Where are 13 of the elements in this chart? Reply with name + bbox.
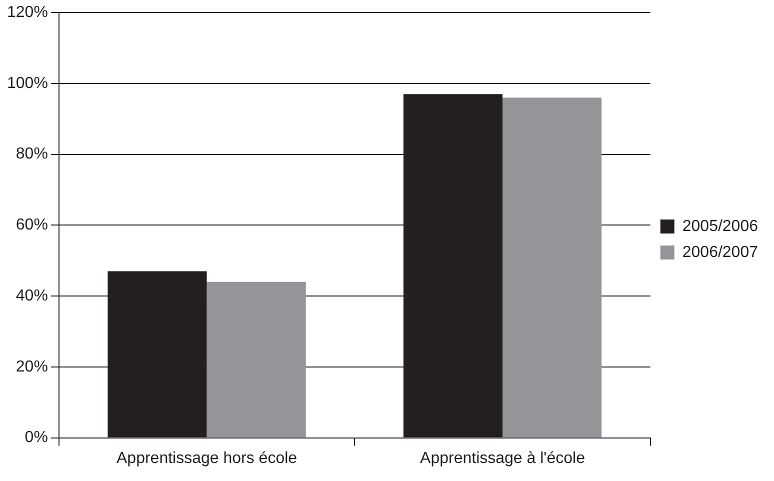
legend-label: 2006/2007 — [682, 244, 758, 261]
bar — [502, 98, 602, 438]
y-tick-label: 20% — [16, 358, 48, 376]
y-tick-label: 40% — [16, 287, 48, 304]
y-tick-label: 120% — [7, 4, 48, 22]
x-tick-label: Apprentissage à l'école — [420, 450, 586, 467]
legend-label: 2005/2006 — [682, 218, 758, 235]
x-tick-label: Apprentissage hors école — [116, 450, 298, 467]
bar — [206, 282, 306, 438]
y-tick-label: 100% — [7, 74, 48, 92]
y-tick-label: 0% — [24, 429, 48, 446]
y-tick-label: 60% — [16, 216, 48, 234]
y-tick-label: 80% — [16, 146, 48, 163]
